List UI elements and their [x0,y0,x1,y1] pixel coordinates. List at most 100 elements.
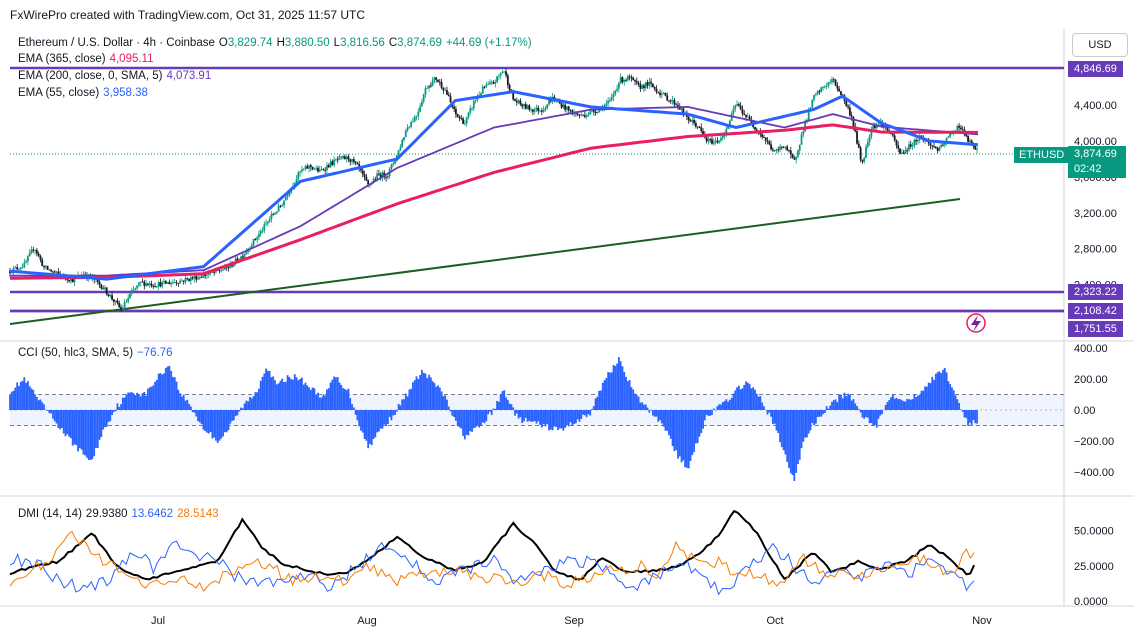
candle-body [431,80,434,86]
candle-body [897,145,900,149]
candle-body [845,100,848,107]
cci-bar [657,410,660,422]
cci-bar [462,410,464,436]
candle-body [643,85,645,89]
cci-bar [345,390,348,410]
cci-bar [223,410,226,433]
cci-bar [625,376,627,410]
candle-body [863,157,866,162]
candle-body [777,149,780,151]
candle-body [501,71,504,74]
cci-bar [976,410,978,424]
cci-bar [703,410,706,421]
cci-bar [659,410,661,421]
dmi-pane [9,509,976,596]
cci-legend[interactable]: CCI (50, hlc3, SMA, 5) −76.76 [18,347,173,359]
candle-body [883,125,885,127]
time-tick-label: Jul [151,615,165,627]
dmi-legend[interactable]: DMI (14, 14) 29.9380 13.6462 28.5143 [18,508,219,520]
cci-bar [249,397,251,410]
cci-bar [804,410,807,438]
candle-body [691,119,694,122]
cci-bar [501,391,504,410]
candle-body [299,171,302,173]
candle-body [637,82,640,85]
candle-body [429,85,432,87]
candle-body [227,267,230,269]
candle-body [582,114,584,116]
cci-bar [306,385,309,410]
cci-bar [949,384,952,410]
cci-bar [258,388,260,410]
ema365-legend[interactable]: EMA (365, close) 4,095.11 [18,53,154,65]
cci-bar [150,386,153,410]
cci-bar [378,410,380,432]
cci-bar [388,410,391,417]
cci-bar [879,410,882,416]
candle-body [111,295,113,300]
candle-body [814,94,817,95]
cci-bar [861,410,864,418]
candle-body [266,221,269,224]
candle-body [394,160,396,164]
cci-bar [766,410,769,415]
cci-bar [232,410,235,421]
ema200-legend[interactable]: EMA (200, close, 0, SMA, 5) 4,073.91 [18,70,212,82]
cci-bar [671,410,674,447]
cci-bar [265,368,267,410]
candle-body [546,104,549,109]
currency-button[interactable]: USD [1072,33,1128,57]
cci-bar [356,410,359,421]
candle-body [612,94,615,98]
cci-bar [68,410,70,437]
candle-body [732,108,735,114]
cci-bar [385,410,387,427]
candle-body [306,166,309,169]
cci-bar [397,403,400,410]
candle-body [243,254,246,258]
symbol-name[interactable]: Ethereum / U.S. Dollar · 4h · Coinbase [18,37,215,49]
candle-body [349,159,352,162]
candle-body [422,94,425,102]
candle-body [481,86,484,94]
ema55-legend[interactable]: EMA (55, close) 3,958.38 [18,87,148,99]
cci-bar [14,387,17,410]
cci-bar [181,396,183,410]
candle-body [734,105,737,109]
cci-bar [940,373,943,410]
cci-bar [721,402,724,410]
candle-body [619,77,622,84]
candle-body [19,267,22,270]
cci-tick-label: 400.00 [1074,343,1108,355]
candle-body [329,161,332,168]
candle-body [426,88,429,89]
candle-body [23,262,26,268]
candle-body [974,145,977,150]
candle-body [503,71,506,73]
candle-body [755,129,758,131]
cci-bar [669,410,672,439]
cci-bar [635,395,638,410]
cci-bar [168,365,171,410]
candle-body [838,88,841,92]
cci-bar [93,410,96,457]
cci-bar [954,395,957,410]
cci-bar [934,373,937,410]
cci-bar [193,410,196,413]
candle-body [779,146,781,150]
candle-body [223,266,226,270]
price-tick-label: 2,800.00 [1074,244,1117,256]
cci-bar [558,410,561,429]
candle-body [134,288,137,290]
candle-body [737,104,740,106]
cci-bar [69,410,72,439]
cci-bar [897,398,900,410]
alert-bolt-icon [966,313,986,333]
candle-body [745,114,747,118]
candle-body [125,301,128,303]
cci-bar [35,396,38,410]
cci-bar [379,410,382,429]
cci-bar [82,410,85,455]
cci-bar [138,394,140,410]
